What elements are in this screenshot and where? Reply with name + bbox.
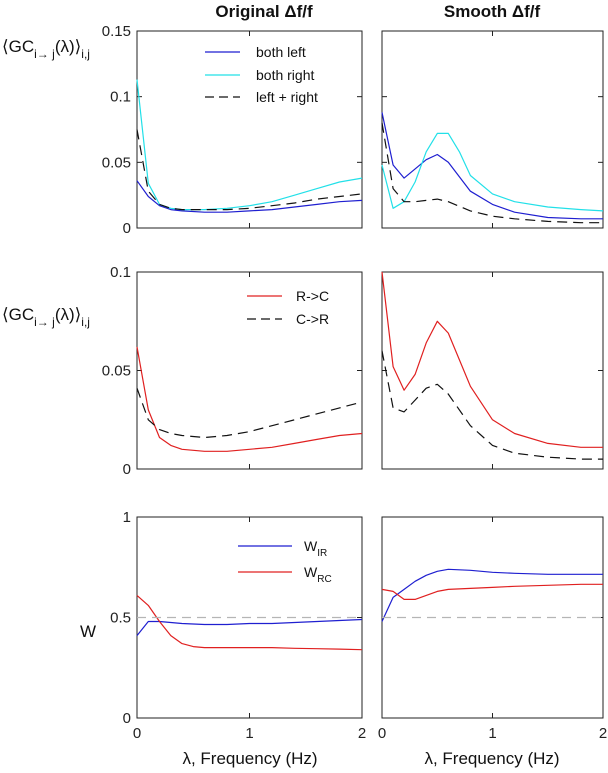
legend-row1: both left both right left + right	[205, 44, 318, 105]
series-line-c-r	[381, 350, 603, 460]
panel-row2-left	[136, 271, 363, 470]
xtick-label: 2	[358, 725, 366, 742]
legend-label-both-left: both left	[256, 44, 306, 60]
ylabel-row2: ⟨GCi→ j(λ)⟩i,j	[2, 305, 90, 329]
panel-row1-left	[136, 30, 363, 229]
ytick-label: 0.1	[110, 264, 131, 281]
legend-label-r-to-c: R->C	[296, 288, 329, 304]
legend-w-rc-sub: RC	[317, 574, 331, 585]
ytick-label: 0	[123, 220, 131, 237]
xtick-label: 0	[378, 725, 386, 742]
series-line-w-ir	[136, 618, 363, 636]
series-line-w-rc	[136, 594, 363, 651]
xtick-label: 2	[599, 725, 607, 742]
series-line-w-rc	[381, 583, 603, 601]
ytick-label: 0	[123, 710, 131, 727]
panel-row2-left-marks: 0 0.05 0.1	[102, 264, 363, 478]
series-line-r-c	[381, 271, 603, 448]
ylabel-row1-mid: (λ)⟩	[55, 37, 81, 56]
panel-row1-right-marks	[381, 30, 604, 229]
ytick-label: 0	[123, 461, 131, 478]
legend-label-w-ir: WIR	[304, 538, 327, 559]
xtick-label: 1	[245, 725, 253, 742]
column-title-original: Original Δf/f	[215, 2, 313, 21]
panel-row2-right	[381, 271, 604, 470]
panel-row3-right-marks: 0 1 2	[378, 516, 607, 742]
series-line-w-ir	[381, 568, 603, 622]
ylabel-row2-mid: (λ)⟩	[55, 305, 81, 324]
series-line-c-r	[136, 387, 363, 439]
ytick-label: 1	[123, 509, 131, 526]
ylabel-row2-sub: i→ j	[34, 315, 55, 329]
panel-row2-right-marks	[381, 271, 604, 470]
legend-label-left-plus-right: left + right	[256, 89, 318, 105]
ylabel-row2-tail: i,j	[81, 315, 90, 329]
panel-row3-left-marks: 0 0.5 1 0 1 2	[110, 509, 366, 742]
ylabel-row1: ⟨GCi→ j(λ)⟩i,j	[2, 37, 90, 61]
series-line-both-left	[136, 180, 363, 213]
ytick-label: 0.5	[110, 610, 131, 627]
xtick-label: 0	[133, 725, 141, 742]
ytick-label: 0.1	[110, 89, 131, 106]
legend-w-ir-sub: IR	[317, 548, 327, 559]
legend-w-ir-main: W	[304, 538, 318, 554]
ytick-label: 0.15	[102, 23, 131, 40]
ytick-label: 0.05	[102, 154, 131, 171]
series-line-left-right	[136, 129, 363, 211]
panel-row1-left-marks: 0 0.05 0.1 0.15	[102, 23, 363, 237]
legend-label-c-to-r: C->R	[296, 311, 329, 327]
legend-label-both-right: both right	[256, 67, 314, 83]
ylabel-row2-main: ⟨GC	[2, 305, 34, 324]
xtick-label: 1	[488, 725, 496, 742]
series-line-left-right	[381, 122, 603, 224]
ylabel-row1-sub: i→ j	[34, 47, 55, 61]
ylabel-row1-main: ⟨GC	[2, 37, 34, 56]
column-title-smooth: Smooth Δf/f	[444, 2, 541, 21]
legend-w-rc-main: W	[304, 564, 318, 580]
legend-row2: R->C C->R	[247, 288, 329, 327]
panel-row1-right	[381, 30, 604, 229]
legend-label-w-rc: WRC	[304, 564, 332, 585]
legend-row3: WIR WRC	[238, 538, 332, 585]
ytick-label: 0.05	[102, 363, 131, 380]
xlabel-right: λ, Frequency (Hz)	[424, 749, 559, 768]
ylabel-row3: W	[80, 622, 96, 641]
xlabel-left: λ, Frequency (Hz)	[182, 749, 317, 768]
series-line-both-left	[381, 112, 603, 220]
series-line-r-c	[136, 346, 363, 452]
ylabel-row1-tail: i,j	[81, 47, 90, 61]
series-line-both-right	[381, 132, 604, 212]
